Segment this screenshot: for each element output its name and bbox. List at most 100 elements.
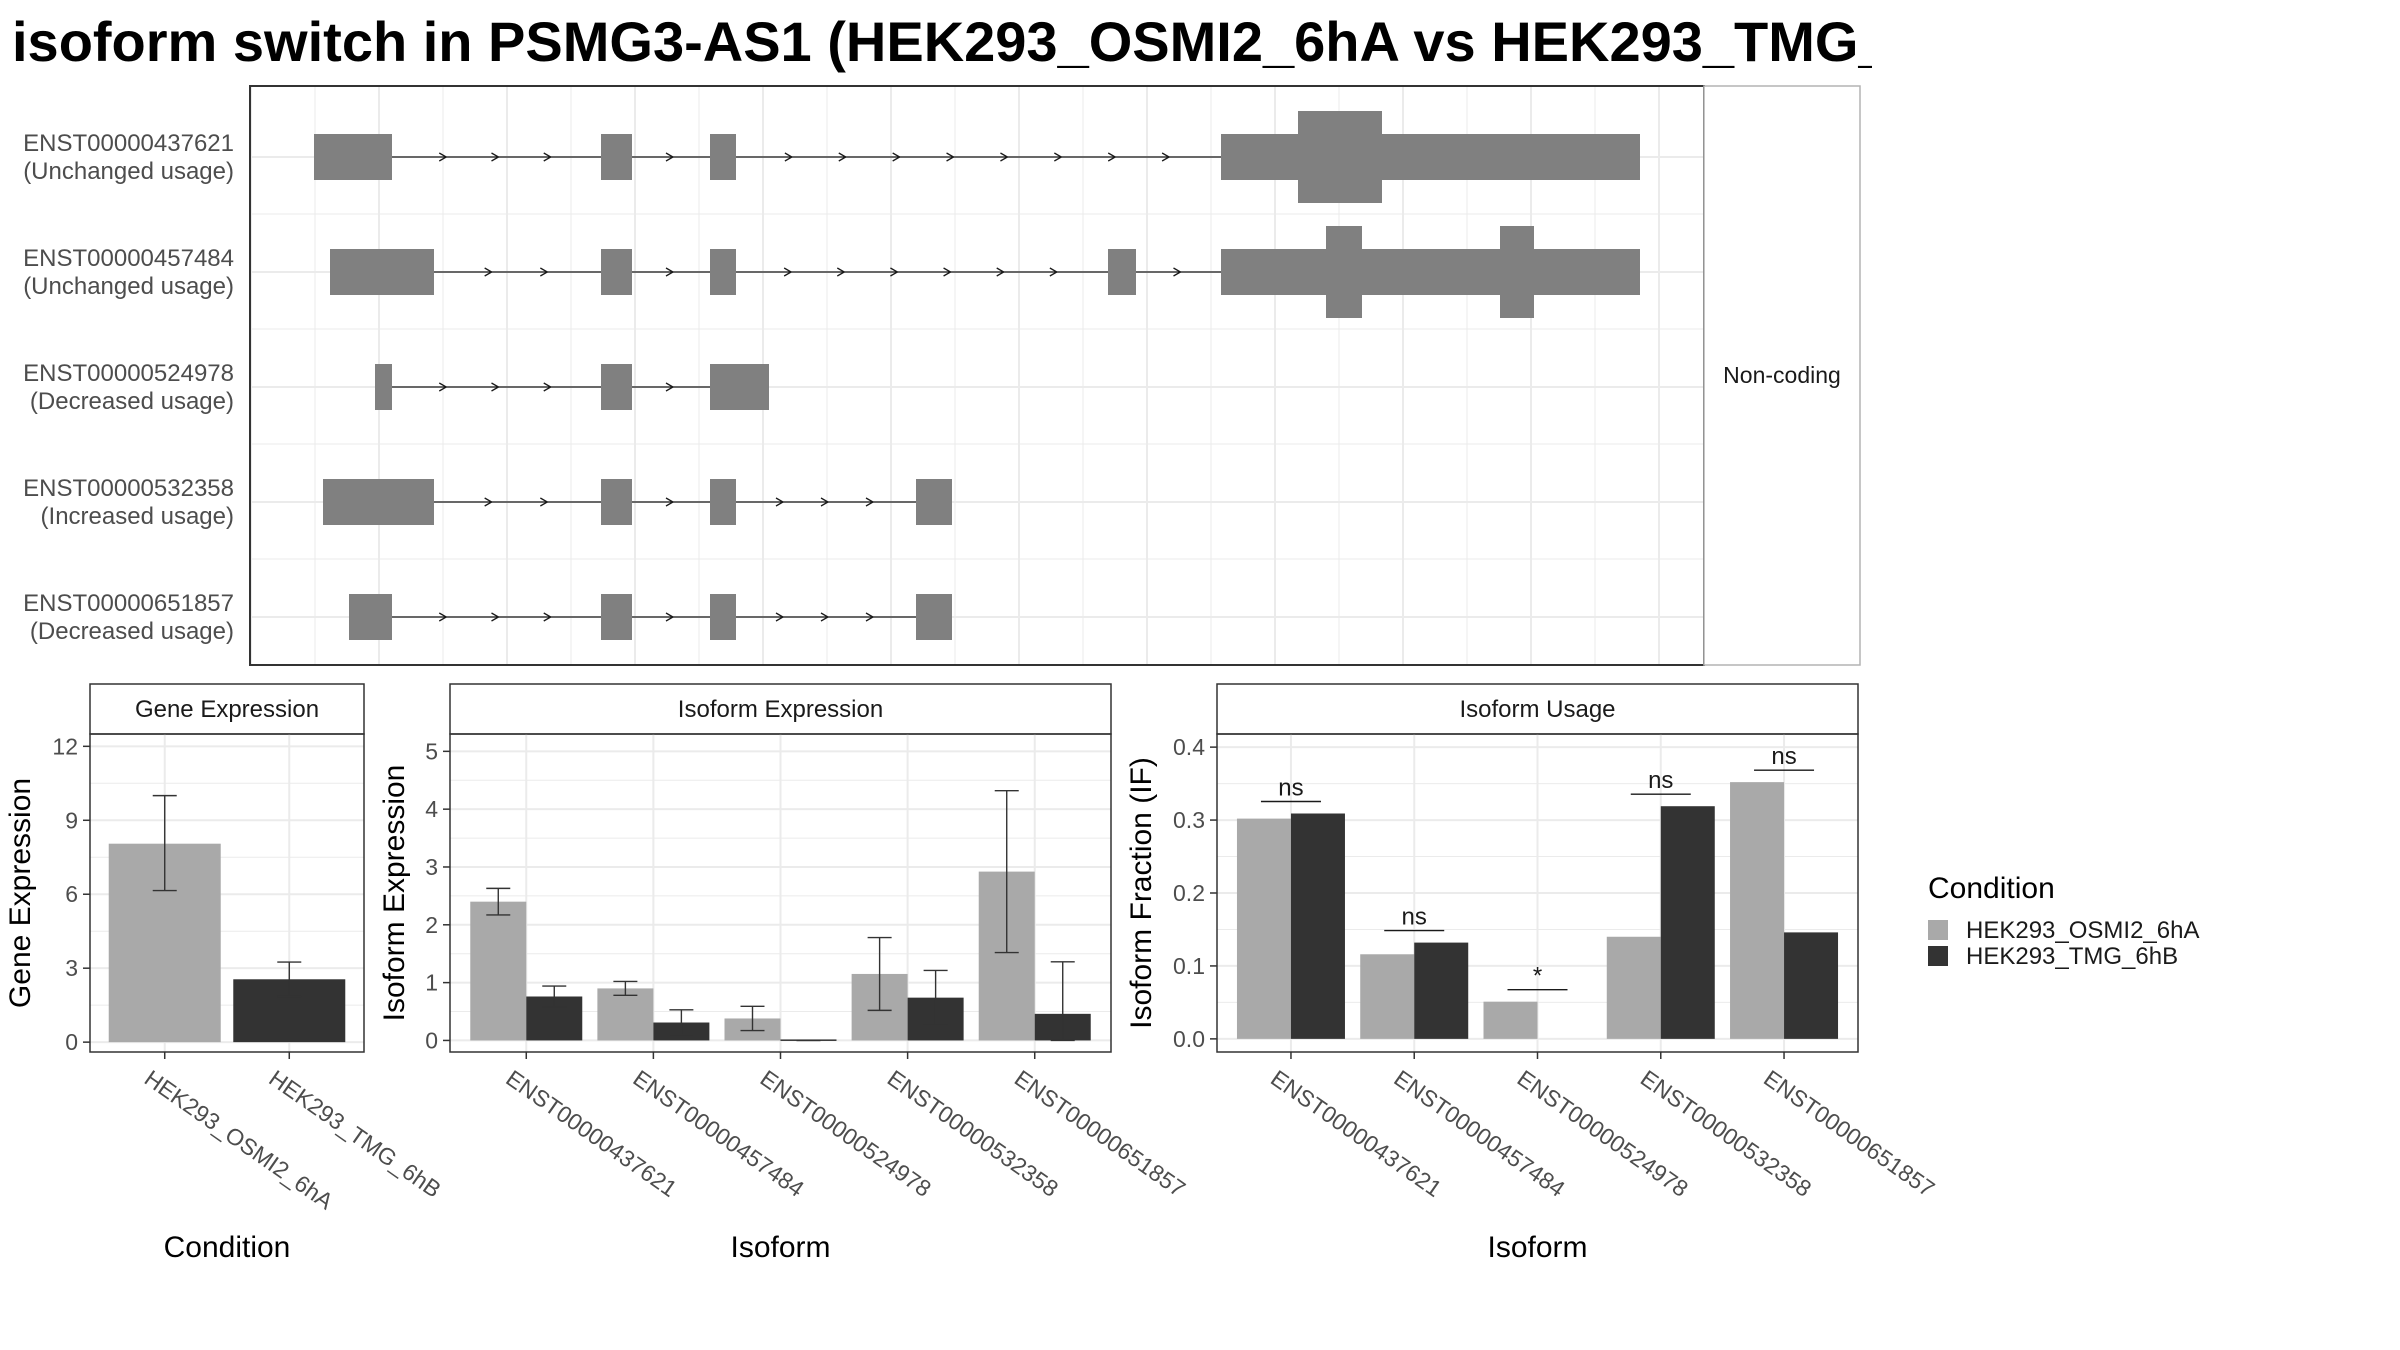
intron-arrow [775, 612, 785, 622]
intron-arrow [665, 612, 675, 622]
intron-arrow [1000, 152, 1009, 162]
intron-arrow [996, 267, 1006, 277]
y-tick-label: 12 [52, 733, 78, 759]
y-tick-label: 0 [425, 1027, 438, 1053]
exon-block [349, 594, 392, 640]
legend-label-osmi2: HEK293_OSMI2_6hA [1966, 917, 2199, 944]
intron-arrow [890, 267, 899, 277]
transcript-labels: ENST00000437621(Unchanged usage)ENST0000… [23, 130, 234, 645]
y-tick-label: 3 [65, 955, 78, 981]
intron-arrow [484, 497, 493, 507]
bar-tmg [1784, 932, 1839, 1039]
transcript-usage-label: (Unchanged usage) [23, 273, 234, 300]
intron-arrow [1161, 152, 1171, 162]
transcript-id-label: ENST00000532358 [23, 475, 234, 502]
intron-arrow [1107, 152, 1117, 162]
transcript-id-label: ENST00000524978 [23, 360, 234, 387]
intron-arrow [543, 382, 553, 392]
bar-osmi2 [1483, 1001, 1538, 1039]
exon-block [330, 249, 434, 295]
intron-arrow [665, 152, 675, 162]
y-tick-label: 2 [425, 912, 438, 938]
legend-swatch-osmi2 [1928, 920, 1948, 940]
x-axis-title: Isoform [1487, 1231, 1587, 1264]
transcript-usage-label: (Unchanged usage) [23, 158, 234, 185]
y-tick-label: 3 [425, 854, 438, 880]
y-tick-label: 4 [425, 796, 438, 822]
x-axis-title: Isoform [730, 1231, 830, 1264]
y-tick-label: 0.3 [1173, 807, 1205, 833]
exon-block [916, 479, 952, 525]
significance-label: ns [1648, 767, 1673, 794]
panel-strip [89, 683, 365, 735]
intron-arrow [665, 267, 675, 277]
intron-arrow [438, 152, 448, 162]
exon-block [710, 134, 736, 180]
intron-arrow [484, 267, 493, 277]
significance-label: ns [1278, 775, 1303, 802]
panel-strip [1216, 683, 1859, 735]
intron-arrow [820, 497, 830, 507]
y-tick-label: 1 [425, 970, 438, 996]
intron-arrow [775, 497, 785, 507]
legend: Condition HEK293_OSMI2_6hA HEK293_TMG_6h… [1928, 872, 2199, 970]
intron-arrow [543, 612, 553, 622]
exon-block [710, 249, 736, 295]
exon-block [1298, 111, 1382, 203]
exon-block [1221, 134, 1640, 180]
intron-arrow [865, 612, 875, 622]
intron-arrow [946, 152, 955, 162]
exon-block [323, 479, 434, 525]
intron-arrow [540, 497, 549, 507]
y-axis-title: Gene Expression [4, 778, 37, 1008]
significance-label: ns [1771, 743, 1796, 770]
y-tick-label: 0.4 [1173, 734, 1205, 760]
transcript-id-label: ENST00000651857 [23, 590, 234, 617]
legend-label-tmg: HEK293_TMG_6hB [1966, 943, 2178, 970]
intron-arrow [491, 612, 500, 622]
panel-strip-title: Isoform Usage [1459, 696, 1615, 723]
exon-block [710, 594, 736, 640]
y-axis-title: Isoform Expression [378, 765, 411, 1022]
transcript-usage-label: (Decreased usage) [30, 618, 234, 645]
y-tick-label: 6 [65, 881, 78, 907]
transcript-structure-panel: ENST00000437621(Unchanged usage)ENST0000… [23, 85, 1861, 666]
y-tick-label: 5 [425, 738, 438, 764]
intron-arrow [1049, 267, 1059, 277]
exon-block [314, 134, 392, 180]
intron-arrow [1054, 152, 1063, 162]
intron-arrow [543, 152, 553, 162]
facet-label-noncoding: Non-coding [1723, 362, 1841, 388]
significance-label: * [1533, 963, 1542, 990]
exon-block [710, 364, 769, 410]
exon-block [601, 249, 632, 295]
x-axis-title: Condition [164, 1231, 291, 1264]
isoform-expression-panel: Isoform Expression012345ENST00000437621E… [378, 683, 1190, 1264]
exon-block [1500, 226, 1534, 318]
intron-arrow [491, 152, 500, 162]
intron-arrow [836, 267, 846, 277]
transcript-id-label: ENST00000437621 [23, 130, 234, 157]
intron-arrow [665, 382, 675, 392]
transcript-usage-label: (Increased usage) [41, 503, 234, 530]
intron-arrow [784, 152, 794, 162]
y-tick-label: 0.1 [1173, 953, 1205, 979]
intron-arrow [491, 382, 500, 392]
transcript-usage-label: (Decreased usage) [30, 388, 234, 415]
intron-arrow [892, 152, 901, 162]
y-tick-label: 9 [65, 807, 78, 833]
panel-border [89, 733, 365, 1053]
intron-arrow [865, 497, 875, 507]
bar-osmi2 [1236, 818, 1291, 1039]
bar-tmg [1660, 806, 1715, 1039]
facet-strip [1703, 85, 1861, 666]
isoform-usage-panel: Isoform Usage0.00.10.20.30.4nsns*nsnsENS… [1125, 683, 1940, 1264]
exon-block [601, 134, 632, 180]
legend-title: Condition [1928, 872, 2055, 905]
exon-block [601, 364, 632, 410]
exon-block [1221, 249, 1640, 295]
intron-arrow [838, 152, 848, 162]
panel-strip-title: Gene Expression [135, 696, 319, 723]
intron-arrow [438, 612, 448, 622]
